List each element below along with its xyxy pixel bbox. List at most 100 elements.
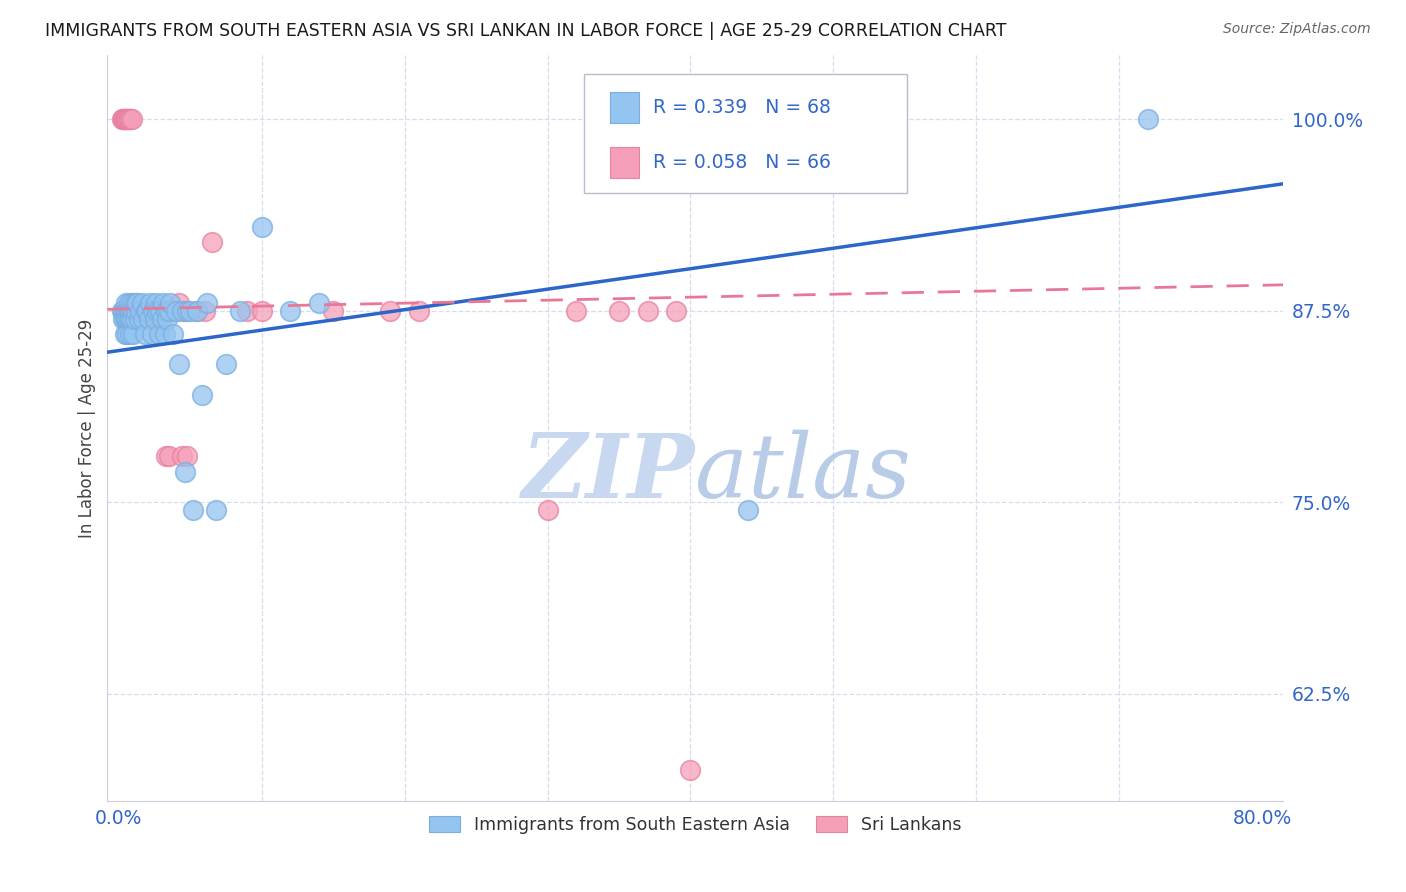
Point — [186, 304, 208, 318]
Point — [115, 311, 138, 326]
Point — [141, 326, 163, 341]
Point — [1136, 112, 1159, 127]
Point — [128, 304, 150, 318]
FancyBboxPatch shape — [610, 147, 638, 178]
Point — [118, 112, 141, 127]
Point — [165, 304, 187, 318]
Point — [114, 326, 136, 341]
Point — [115, 296, 138, 310]
FancyBboxPatch shape — [583, 74, 907, 193]
Point — [121, 311, 143, 326]
Point — [135, 304, 157, 318]
Point — [128, 311, 150, 326]
Point — [162, 304, 184, 318]
Text: Source: ZipAtlas.com: Source: ZipAtlas.com — [1223, 22, 1371, 37]
Point — [125, 304, 148, 318]
Point — [118, 112, 141, 127]
Point — [134, 326, 156, 341]
Point — [536, 503, 558, 517]
Y-axis label: In Labor Force | Age 25-29: In Labor Force | Age 25-29 — [79, 318, 96, 538]
Point — [157, 450, 180, 464]
Text: R = 0.339   N = 68: R = 0.339 N = 68 — [652, 98, 831, 117]
Point — [148, 304, 170, 318]
Point — [565, 304, 588, 318]
Point — [155, 304, 177, 318]
Point — [236, 304, 259, 318]
Text: atlas: atlas — [696, 429, 911, 516]
Point — [142, 304, 165, 318]
Point — [143, 311, 166, 326]
Point — [408, 304, 430, 318]
Point — [153, 304, 176, 318]
Point — [120, 304, 142, 318]
Point — [117, 326, 139, 341]
Point — [112, 304, 135, 318]
Point — [111, 112, 134, 127]
Point — [141, 304, 163, 318]
Point — [197, 296, 219, 310]
Point — [129, 304, 152, 318]
Point — [186, 304, 208, 318]
Point — [117, 112, 139, 127]
Point — [380, 304, 402, 318]
Point — [205, 503, 228, 517]
Point — [146, 304, 169, 318]
Point — [127, 304, 149, 318]
Point — [112, 112, 135, 127]
Point — [127, 296, 149, 310]
Point — [125, 304, 148, 318]
Point — [146, 304, 169, 318]
Point — [114, 311, 136, 326]
Point — [308, 296, 330, 310]
Point — [170, 304, 193, 318]
Point — [215, 358, 238, 372]
Point — [136, 304, 159, 318]
Point — [193, 304, 215, 318]
Point — [122, 304, 145, 318]
Point — [145, 296, 167, 310]
Text: ZIP: ZIP — [522, 430, 696, 516]
Point — [129, 304, 152, 318]
Point — [250, 304, 273, 318]
Point — [250, 219, 273, 234]
Point — [111, 304, 134, 318]
Point — [160, 304, 183, 318]
Point — [607, 304, 630, 318]
Point — [122, 326, 145, 341]
Point — [679, 764, 702, 778]
Point — [229, 304, 252, 318]
Point — [120, 326, 142, 341]
Point — [124, 311, 146, 326]
Point — [115, 112, 138, 127]
Point — [153, 326, 176, 341]
Point — [201, 235, 224, 249]
Point — [131, 304, 153, 318]
Point — [114, 304, 136, 318]
Point — [179, 304, 201, 318]
Point — [134, 304, 156, 318]
Point — [138, 311, 160, 326]
Point — [132, 304, 155, 318]
Point — [176, 450, 198, 464]
Point — [114, 112, 136, 127]
Point — [121, 112, 143, 127]
Point — [167, 296, 190, 310]
Point — [124, 296, 146, 310]
Point — [170, 450, 193, 464]
Point — [162, 326, 184, 341]
Point — [114, 112, 136, 127]
Point — [167, 358, 190, 372]
FancyBboxPatch shape — [610, 92, 638, 123]
Point — [165, 304, 187, 318]
Point — [149, 304, 172, 318]
Point — [118, 311, 141, 326]
Point — [117, 304, 139, 318]
Point — [152, 304, 174, 318]
Point — [112, 311, 135, 326]
Point — [117, 311, 139, 326]
Point — [115, 304, 138, 318]
Point — [118, 296, 141, 310]
Point — [148, 326, 170, 341]
Point — [665, 304, 688, 318]
Point — [124, 304, 146, 318]
